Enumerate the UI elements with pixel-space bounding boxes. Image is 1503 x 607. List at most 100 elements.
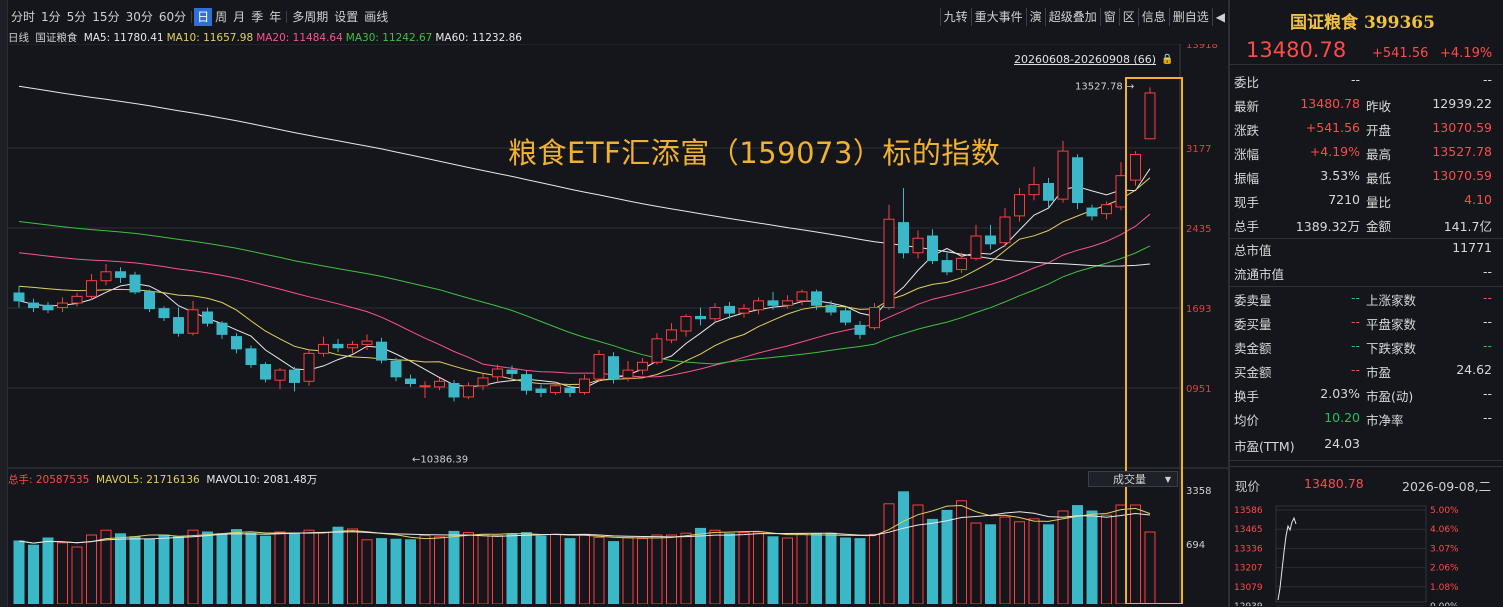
mini-right-axis-label: 1.08% — [1430, 583, 1459, 593]
quote-row: 振幅 3.53% 最低 13070.59 — [1234, 168, 1496, 192]
quote-value: -- — [1482, 338, 1492, 353]
price-change-percent: +4.19% — [1440, 46, 1493, 61]
volume-axis-label: 3358 — [1186, 486, 1211, 497]
quote-row: 卖金额 -- 下跌家数 -- — [1234, 338, 1496, 362]
candle-body — [840, 310, 851, 323]
volume-bar — [550, 533, 561, 604]
volume-bar — [100, 529, 112, 604]
period-tab-1[interactable]: 1分 — [41, 10, 61, 24]
period-tab-11[interactable]: 多周期 — [292, 10, 329, 24]
candle-body — [695, 315, 706, 320]
volume-bar — [666, 534, 677, 604]
toolbar-right-button-3[interactable]: 超级叠加 — [1044, 8, 1100, 26]
period-tab-0[interactable]: 分时 — [11, 10, 36, 24]
ma10-line — [18, 177, 1151, 386]
volume-bar — [1057, 510, 1069, 604]
toolbar-right-button-2[interactable]: 演 — [1025, 8, 1045, 26]
mini-left-axis-label: 13079 — [1234, 583, 1263, 593]
period-tab-12[interactable]: 设置 — [334, 10, 359, 24]
date-range-label[interactable]: 20260608-20260908 (66) — [1014, 53, 1157, 66]
ma20-line — [18, 213, 1151, 378]
volume-bar — [651, 534, 663, 604]
intraday-mini-chart[interactable]: 13586 13465 13336 13207 13079 12939 5.00% 4.06%… — [1232, 500, 1497, 606]
volume-bar — [579, 533, 590, 604]
volume-bar — [390, 538, 402, 604]
volume-bar — [564, 538, 576, 604]
candle-body — [1144, 92, 1156, 140]
volume-bar — [1043, 524, 1054, 604]
quote-row: 现手 7210 量比 4.10 — [1234, 192, 1496, 216]
volume-bar — [274, 531, 286, 604]
quote-value: 10.20 — [1324, 410, 1360, 425]
toolbar-right-button-7[interactable]: 删自选 — [1168, 8, 1212, 26]
toolbar-right-button-0[interactable]: 九转 — [939, 8, 971, 26]
period-tab-6[interactable]: 日 — [194, 8, 213, 26]
candle-body — [376, 341, 387, 361]
period-label: 日线 — [8, 32, 29, 44]
period-tab-10[interactable]: 年 — [269, 10, 282, 24]
candle-body — [100, 271, 112, 282]
candle-body — [28, 302, 39, 309]
mini-right-axis-label: 0.00% — [1430, 602, 1459, 606]
candle-body — [361, 340, 373, 345]
quote-row: 涨幅 +4.19% 最高 13527.78 — [1234, 144, 1496, 168]
candle-body — [970, 235, 982, 259]
quote-label: 最低 — [1366, 171, 1392, 186]
quote-row: 总市值 11771 — [1234, 240, 1496, 264]
ma-legend-item-2: MA20: 11484.64 — [256, 32, 343, 44]
candle-body — [651, 338, 663, 363]
candle-body — [869, 307, 880, 329]
indicator-select[interactable]: 成交量 ▼ — [1088, 471, 1178, 487]
volume-bar — [187, 529, 199, 604]
volume-bar — [535, 535, 547, 604]
quote-value: 24.03 — [1324, 436, 1360, 451]
quote-row: 委卖量 -- 上涨家数 -- — [1234, 290, 1496, 314]
candle-body — [1057, 150, 1069, 200]
toolbar-right-button-6[interactable]: 信息 — [1137, 8, 1169, 26]
toolbar-right-button-4[interactable]: 窗 — [1099, 8, 1119, 26]
period-tab-3[interactable]: 15分 — [92, 10, 120, 24]
volume-bar — [1101, 514, 1112, 604]
toolbar-right-button-1[interactable]: 重大事件 — [970, 8, 1026, 26]
candlestick-chart[interactable]: 13918 3177 2435 1693 0951 13527.78 → ←10386.39… — [8, 44, 1228, 604]
period-tab-2[interactable]: 5分 — [66, 10, 87, 24]
volume-bar — [86, 534, 97, 604]
volume-bar — [985, 524, 996, 604]
volume-bar — [231, 529, 242, 604]
high-marker-label: 13527.78 → — [1075, 82, 1134, 93]
quote-label: 总市值 — [1234, 243, 1272, 258]
mini-right-axis-label: 5.00% — [1430, 506, 1459, 516]
volume-bar — [767, 536, 779, 604]
candle-body — [521, 374, 532, 391]
quote-label: 下跌家数 — [1366, 341, 1417, 356]
quote-row: 委比 -- -- — [1234, 72, 1496, 96]
quote-label: 委买量 — [1234, 317, 1272, 332]
volume-bar — [840, 537, 851, 604]
exit-fullscreen-icon[interactable]: ◀ — [1211, 8, 1228, 26]
panel-divider — [1230, 466, 1503, 467]
volume-bar — [1115, 504, 1127, 604]
ma30-line — [18, 221, 1151, 365]
candle-body — [245, 348, 257, 366]
candle-body — [42, 304, 54, 311]
mavol10-line — [18, 511, 1151, 544]
period-tab-13[interactable]: 画线 — [364, 10, 389, 24]
lock-icon[interactable]: 🔒 — [1161, 54, 1174, 65]
candle-body — [115, 271, 126, 278]
period-tab-5[interactable]: 60分 — [158, 10, 187, 24]
toolbar-divider — [286, 11, 288, 23]
period-tab-9[interactable]: 季 — [251, 10, 264, 24]
candle-body — [883, 218, 895, 309]
period-tab-8[interactable]: 月 — [233, 10, 246, 24]
mini-right-axis-label: 4.06% — [1430, 525, 1459, 535]
quote-row: 市盈(TTM) 24.03 — [1234, 436, 1496, 460]
candle-body — [405, 378, 416, 385]
period-tab-7[interactable]: 周 — [215, 10, 228, 24]
period-tab-4[interactable]: 30分 — [125, 10, 153, 24]
quote-row: 委买量 -- 平盘家数 -- — [1234, 314, 1496, 338]
quote-label: 最高 — [1366, 147, 1392, 162]
toolbar-right-button-5[interactable]: 区 — [1118, 8, 1138, 26]
candle-body — [1028, 184, 1040, 196]
volume-bar — [637, 538, 648, 604]
volume-axis-label: 694 — [1186, 540, 1205, 551]
